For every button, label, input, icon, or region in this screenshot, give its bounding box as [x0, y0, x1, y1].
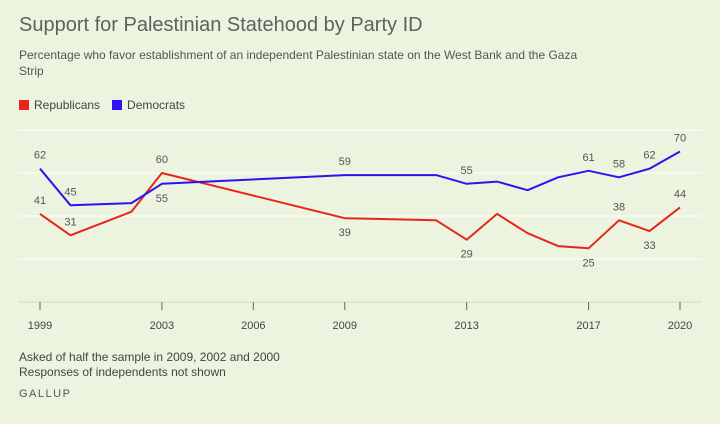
data-label-republicans: 44 — [674, 188, 686, 200]
legend: Republicans Democrats — [19, 98, 197, 112]
chart-notes: Asked of half the sample in 2009, 2002 a… — [19, 350, 280, 380]
x-tick-label: 2020 — [668, 320, 692, 332]
line-chart: 1999 2003 2006 2009 2013 2017 2020 41 31 60 39 29 25… — [18, 129, 702, 332]
x-tick-label: 1999 — [28, 320, 52, 332]
series-line-democrats — [39, 150, 681, 207]
legend-item-republicans: Republicans — [19, 98, 100, 112]
source-label: GALLUP — [19, 388, 72, 400]
x-tick-label: 2003 — [150, 320, 174, 332]
chart-title: Support for Palestinian Statehood by Par… — [19, 14, 423, 36]
note-line-1: Asked of half the sample in 2009, 2002 a… — [19, 350, 280, 364]
legend-label-republicans: Republicans — [34, 98, 101, 112]
data-label-democrats: 62 — [643, 150, 655, 162]
data-label-democrats: 62 — [34, 150, 46, 162]
data-label-republicans: 39 — [339, 227, 351, 239]
data-label-republicans: 41 — [34, 195, 46, 207]
legend-swatch-republicans — [19, 100, 29, 110]
x-tick-label: 2017 — [576, 320, 600, 332]
data-label-democrats: 45 — [64, 186, 76, 198]
x-tick-label: 2006 — [241, 320, 265, 332]
data-label-democrats: 55 — [461, 165, 473, 177]
note-line-2: Responses of independents not shown — [19, 365, 226, 379]
data-label-republicans: 60 — [156, 154, 168, 166]
legend-swatch-democrats — [112, 100, 123, 110]
data-label-democrats: 61 — [582, 152, 594, 164]
data-label-republicans: 38 — [613, 201, 625, 213]
series-line-republicans — [39, 172, 681, 250]
legend-label-democrats: Democrats — [127, 98, 186, 112]
x-tick-label: 2013 — [454, 320, 478, 332]
data-label-democrats: 58 — [613, 158, 625, 170]
data-label-democrats: 59 — [339, 156, 351, 168]
data-label-republicans: 29 — [461, 249, 473, 261]
legend-item-democrats: Democrats — [112, 98, 185, 112]
data-label-republicans: 33 — [643, 240, 655, 252]
data-label-democrats: 70 — [674, 133, 686, 145]
data-label-republicans: 25 — [582, 257, 594, 269]
x-tick-label: 2009 — [333, 320, 357, 332]
data-label-republicans: 31 — [64, 216, 76, 228]
data-label-democrats: 55 — [156, 193, 168, 205]
chart-subtitle: Percentage who favor establishment of an… — [19, 48, 578, 78]
